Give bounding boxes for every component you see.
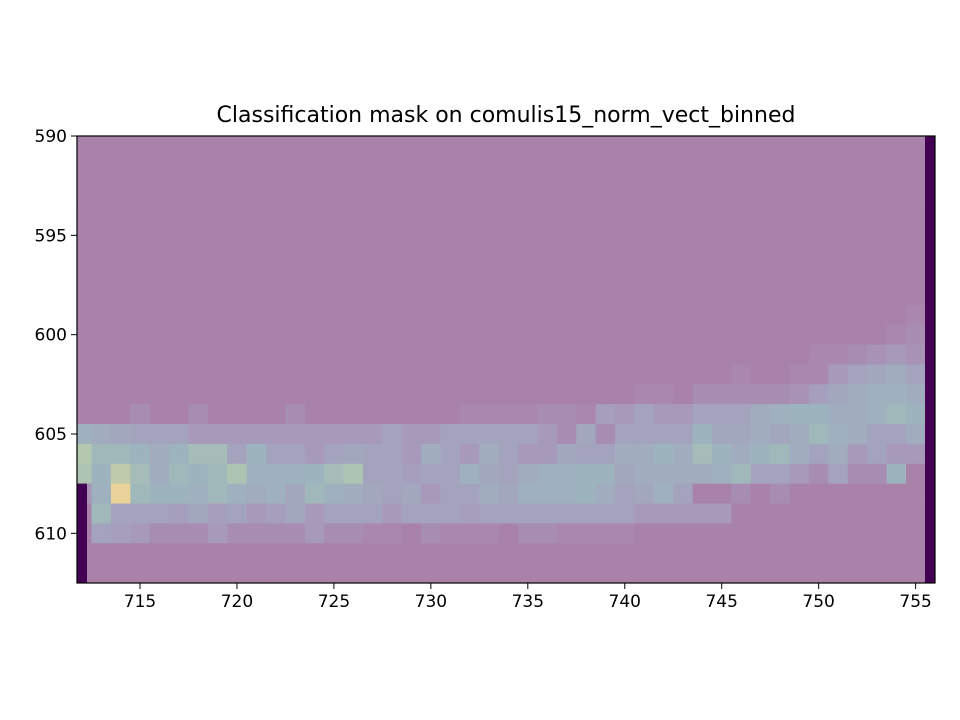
x-tick-label: 720 xyxy=(221,592,253,612)
y-tick-label: 600 xyxy=(35,326,67,346)
y-tick-label: 590 xyxy=(35,127,67,147)
unmasked-edge-columns xyxy=(77,136,935,583)
x-tick-label: 750 xyxy=(802,592,834,612)
x-tick-label: 745 xyxy=(705,592,737,612)
x-tick-label: 725 xyxy=(318,592,350,612)
classification-mask-overlay xyxy=(87,136,925,583)
axes-frame xyxy=(76,135,936,584)
x-axis: 715 720 725 730 735 740 745 750 755 xyxy=(124,583,932,612)
plot-area xyxy=(76,135,936,584)
x-tick-label: 730 xyxy=(415,592,447,612)
x-tick-label: 740 xyxy=(609,592,641,612)
y-tick-label: 595 xyxy=(35,226,67,246)
y-tick-label: 610 xyxy=(35,524,67,544)
y-axis: 590 595 600 605 610 xyxy=(35,127,77,544)
x-tick-label: 755 xyxy=(899,592,931,612)
right-edge-strip xyxy=(925,136,935,583)
y-tick-label: 605 xyxy=(35,425,67,445)
mask-overlay-left-edge xyxy=(77,136,87,484)
x-tick-label: 715 xyxy=(124,592,156,612)
x-tick-label: 735 xyxy=(512,592,544,612)
left-edge-strip xyxy=(77,483,87,583)
chart-title: Classification mask on comulis15_norm_ve… xyxy=(217,103,796,128)
